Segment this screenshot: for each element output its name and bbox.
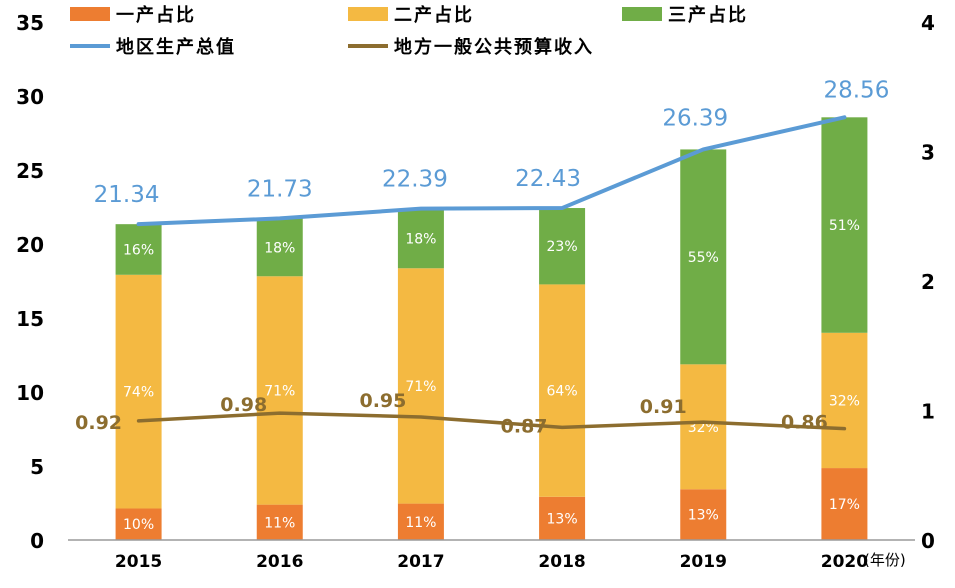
legend-item-4: 地区生产总值 [70,36,236,58]
bar-3-2016 [256,218,303,277]
legend-swatch-1 [70,7,110,21]
bar-1-2018 [539,496,586,540]
percent-label-layer: 10% 74% 16% 11% 71% 18% 11% 71% 18% 13% 64% 23% 13% 3… [123,218,860,533]
bar-1-2015 [115,508,162,540]
bar-label-1-2015: 10% [123,517,154,533]
legend-label-1: 一产占比 [116,4,196,26]
x-tick-2020: 2020 [821,552,868,572]
bar-1-2020 [821,468,868,540]
x-tick-2019: 2019 [680,552,727,572]
gdp-label-2017: 22.39 [382,167,448,193]
bar-2-2017 [397,268,444,504]
left-y-tick-25: 25 [16,159,44,183]
x-tick-2016: 2016 [256,552,303,572]
x-axis-unit: (年份) [864,551,906,569]
legend-swatch-3 [622,7,662,21]
left-y-tick-0: 0 [30,529,44,553]
bar-label-2-2017: 71% [405,379,436,395]
axes-layer: 0 5 10 15 20 25 30 35 0 1 2 3 4 2015 2016 2017 2018 2019 2… [16,11,935,572]
legend-item-5: 地方一般公共预算收入 [348,36,594,58]
right-y-tick-2: 2 [921,270,935,294]
left-y-tick-15: 15 [16,307,44,331]
bar-label-1-2020: 17% [829,497,860,513]
line-revenue [136,411,847,431]
line-label-layer: 21.34 21.73 22.39 22.43 26.39 28.56 0.92 0.98 0.… [75,77,889,437]
gdp-label-2019: 26.39 [662,105,728,131]
gdp-label-2016: 21.73 [247,176,313,202]
bar-3-2017 [397,208,444,269]
left-y-tick-20: 20 [16,233,44,257]
bar-label-3-2019: 55% [688,250,719,266]
revenue-label-2019: 0.91 [640,396,687,418]
left-y-tick-30: 30 [16,85,44,109]
bar-label-1-2016: 11% [264,515,295,531]
revenue-label-2020: 0.86 [781,412,828,434]
bar-3-2020 [821,117,868,333]
bar-layer [115,117,868,540]
bar-2-2018 [539,284,586,497]
bar-1-2017 [397,503,444,540]
revenue-label-2015: 0.92 [75,412,122,434]
left-y-tick-5: 5 [30,455,44,479]
revenue-label-2017: 0.95 [359,390,406,412]
legend-item-2: 二产占比 [348,4,474,26]
legend-label-3: 三产占比 [668,4,748,26]
x-tick-2017: 2017 [397,552,444,572]
bar-label-2-2015: 74% [123,385,154,401]
bar-2-2019 [680,364,727,490]
bar-3-2019 [680,149,727,365]
bar-label-2-2016: 71% [264,383,295,399]
bar-1-2016 [256,504,303,540]
right-y-tick-1: 1 [921,400,935,424]
left-y-tick-35: 35 [16,11,44,35]
bar-2-2016 [256,276,303,505]
legend-item-1: 一产占比 [70,4,196,26]
bar-label-1-2019: 13% [688,508,719,524]
bar-label-3-2015: 16% [123,242,154,258]
bar-2-2015 [115,274,162,509]
legend-item-3: 三产占比 [622,4,748,26]
bar-label-3-2020: 51% [829,218,860,234]
bar-3-2015 [115,224,162,275]
x-tick-2018: 2018 [538,552,585,572]
bar-2-2020 [821,332,868,469]
revenue-label-2018: 0.87 [501,415,548,437]
legend-label-2: 二产占比 [394,4,474,26]
x-tick-2015: 2015 [115,552,162,572]
revenue-label-2016: 0.98 [220,394,267,416]
bar-label-2-2020: 32% [829,393,860,409]
bar-label-1-2017: 11% [405,515,436,531]
bar-label-3-2018: 23% [547,239,578,255]
bar-1-2019 [680,489,727,540]
legend-swatch-2 [348,7,388,21]
gdp-label-2020: 28.56 [823,77,889,103]
left-y-tick-10: 10 [16,381,44,405]
line-layer [136,115,847,431]
right-y-tick-4: 4 [921,11,935,35]
bar-label-3-2016: 18% [264,240,295,256]
bar-3-2018 [539,208,586,285]
gdp-label-2015: 21.34 [94,182,160,208]
right-y-tick-0: 0 [921,529,935,553]
bar-label-2-2018: 64% [547,384,578,400]
legend-label-4: 地区生产总值 [116,36,236,58]
legend-label-5: 地方一般公共预算收入 [394,36,594,58]
bar-label-1-2018: 13% [547,511,578,527]
bar-label-3-2017: 18% [405,231,436,247]
gdp-label-2018: 22.43 [515,166,581,192]
right-y-tick-3: 3 [921,141,935,165]
line-gdp [136,115,847,227]
